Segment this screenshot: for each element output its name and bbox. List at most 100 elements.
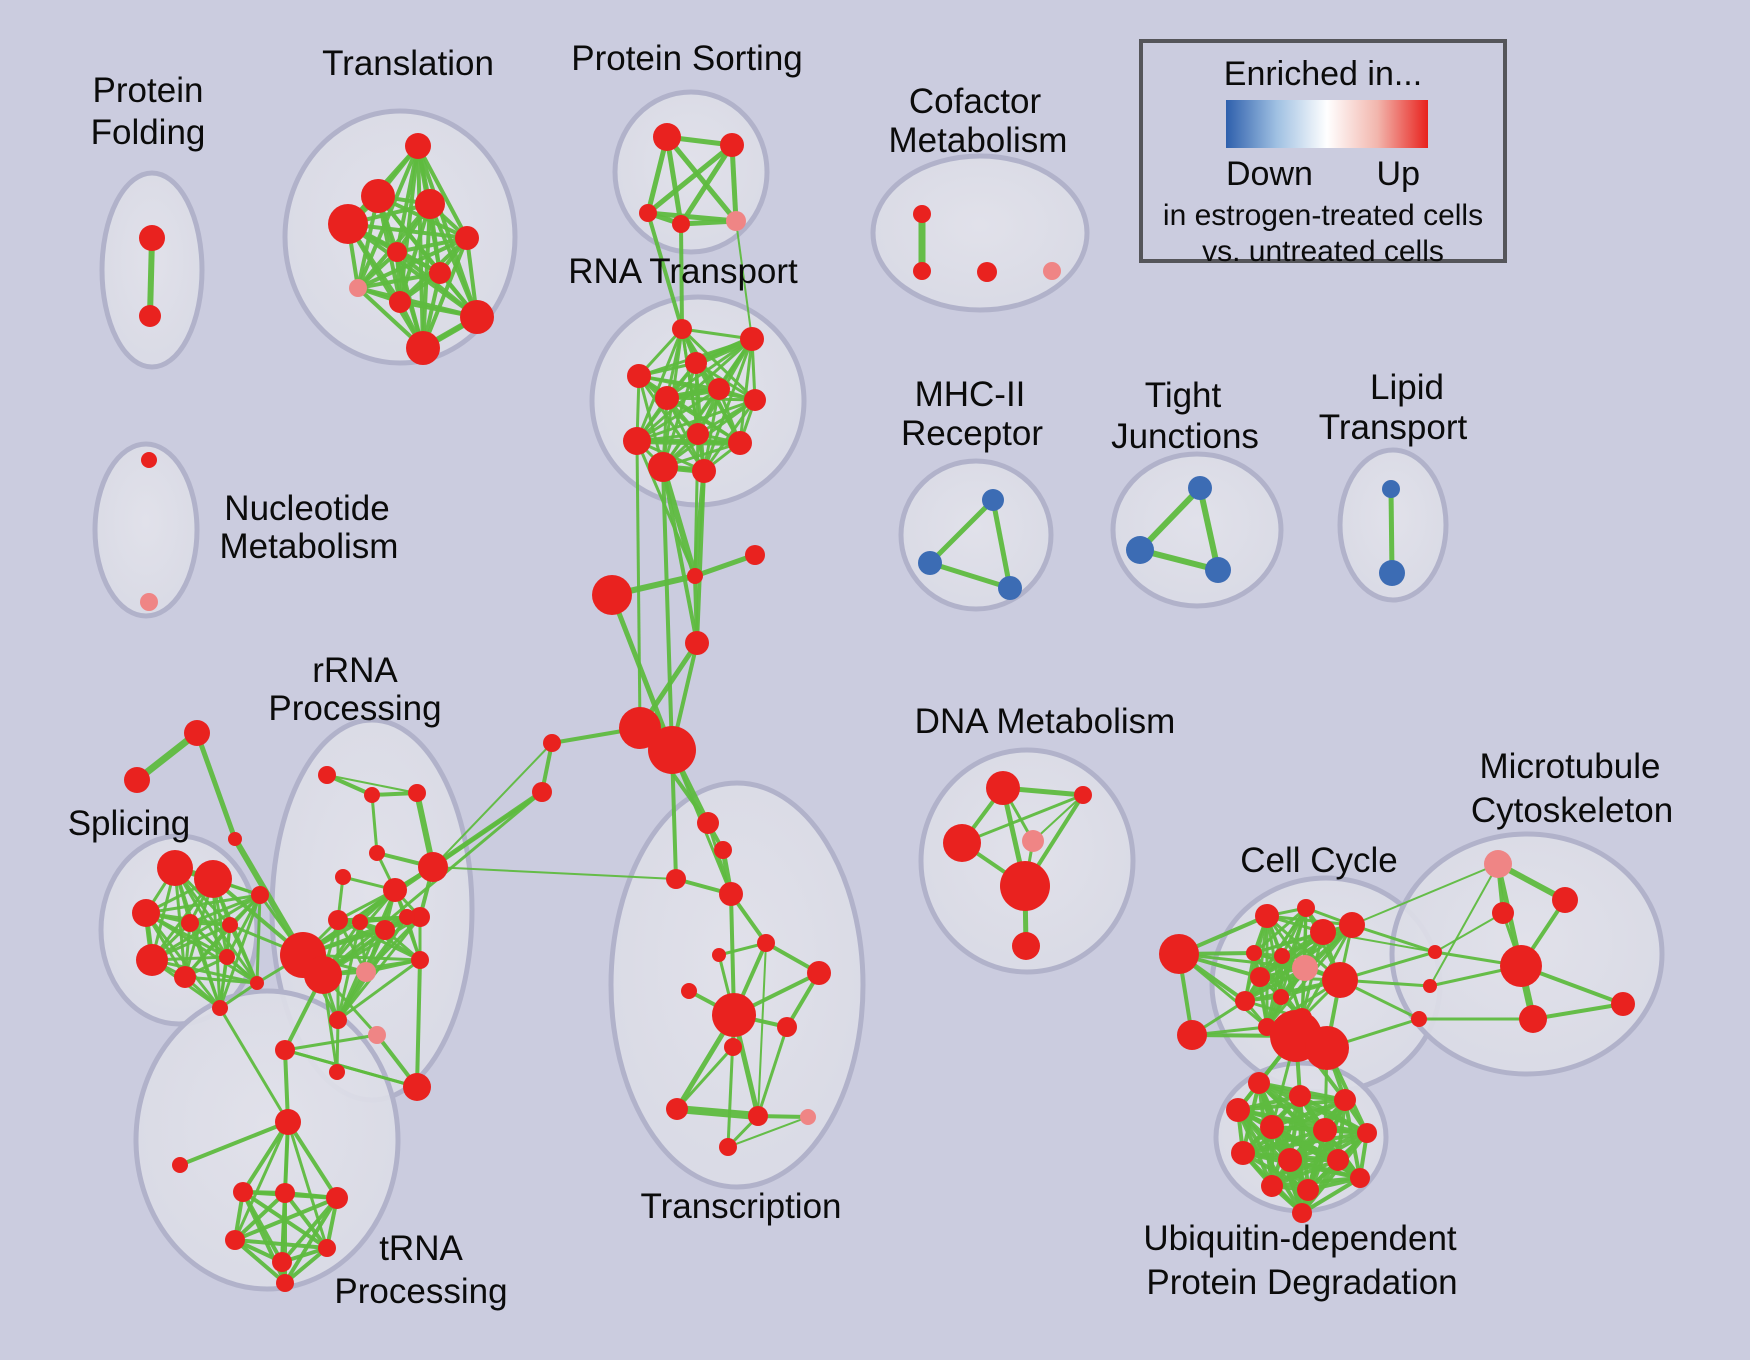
node-tl4[interactable] <box>328 204 368 244</box>
node-cc12[interactable] <box>1235 991 1255 1011</box>
node-cc3[interactable] <box>1255 904 1279 928</box>
node-rt3[interactable] <box>685 352 707 374</box>
node-mh2[interactable] <box>918 551 942 575</box>
node-rt2[interactable] <box>740 327 764 351</box>
node-tl2[interactable] <box>361 179 395 213</box>
node-cc5[interactable] <box>1310 919 1336 945</box>
node-tl11[interactable] <box>406 331 440 365</box>
node-cc1[interactable] <box>1159 934 1199 974</box>
node-st1[interactable] <box>184 720 210 746</box>
node-c7[interactable] <box>543 734 561 752</box>
node-tl7[interactable] <box>429 262 451 284</box>
node-ub9[interactable] <box>1278 1148 1302 1172</box>
node-tr15[interactable] <box>719 1138 737 1156</box>
node-mh1[interactable] <box>982 489 1004 511</box>
node-rt8[interactable] <box>687 423 709 445</box>
node-rr11[interactable] <box>375 920 395 940</box>
node-pf1[interactable] <box>139 225 165 251</box>
node-rr15[interactable] <box>368 1026 386 1044</box>
node-sp6[interactable] <box>136 944 168 976</box>
node-tl8[interactable] <box>349 279 367 297</box>
node-c3[interactable] <box>592 575 632 615</box>
node-sp8[interactable] <box>219 949 235 965</box>
node-dm3[interactable] <box>943 824 981 862</box>
node-ub8[interactable] <box>1231 1141 1255 1165</box>
node-sp10[interactable] <box>212 1000 228 1016</box>
node-mt5[interactable] <box>1519 1005 1547 1033</box>
node-nm1[interactable] <box>141 452 157 468</box>
node-sp4[interactable] <box>181 914 199 932</box>
node-tr8[interactable] <box>681 983 697 999</box>
node-ps4[interactable] <box>672 215 690 233</box>
node-rt11[interactable] <box>648 452 678 482</box>
node-tr3[interactable] <box>666 869 686 889</box>
node-sp7[interactable] <box>174 966 196 988</box>
node-mt6[interactable] <box>1611 992 1635 1016</box>
node-cc4[interactable] <box>1297 899 1315 917</box>
node-rt9[interactable] <box>623 427 651 455</box>
node-rr7[interactable] <box>383 878 407 902</box>
node-rr3[interactable] <box>408 784 426 802</box>
node-tl3[interactable] <box>415 189 445 219</box>
node-dm6[interactable] <box>1012 932 1040 960</box>
node-rr14[interactable] <box>356 962 376 982</box>
node-cn3[interactable] <box>1411 1011 1427 1027</box>
node-nm2[interactable] <box>140 593 158 611</box>
node-rr12[interactable] <box>399 909 415 925</box>
node-cc2[interactable] <box>1177 1020 1207 1050</box>
node-dm4[interactable] <box>1022 830 1044 852</box>
node-ub4[interactable] <box>1226 1098 1250 1122</box>
node-sp2[interactable] <box>194 860 232 898</box>
node-ub3[interactable] <box>1334 1089 1356 1111</box>
node-tl10[interactable] <box>460 300 494 334</box>
node-ps1[interactable] <box>653 123 681 151</box>
node-ps5[interactable] <box>726 211 746 231</box>
node-sp1[interactable] <box>157 850 193 886</box>
node-ub1[interactable] <box>1248 1072 1270 1094</box>
node-mh3[interactable] <box>998 576 1022 600</box>
node-sp11[interactable] <box>251 886 269 904</box>
node-tr2[interactable] <box>714 841 732 859</box>
node-u6[interactable] <box>225 1230 245 1250</box>
node-mt2[interactable] <box>1552 887 1578 913</box>
node-cc7[interactable] <box>1246 945 1262 961</box>
node-u4[interactable] <box>275 1183 295 1203</box>
node-tr1[interactable] <box>697 812 719 834</box>
node-dm5[interactable] <box>1000 861 1050 911</box>
node-tr11[interactable] <box>724 1038 742 1056</box>
node-rr17[interactable] <box>403 1073 431 1101</box>
node-sp3[interactable] <box>132 899 160 927</box>
node-c8[interactable] <box>532 782 552 802</box>
node-rt5[interactable] <box>708 378 730 400</box>
node-rt10[interactable] <box>728 431 752 455</box>
node-u8[interactable] <box>318 1239 336 1257</box>
node-ub2[interactable] <box>1289 1085 1311 1107</box>
node-rt12[interactable] <box>692 459 716 483</box>
node-u9[interactable] <box>276 1274 294 1292</box>
node-c4[interactable] <box>685 631 709 655</box>
node-rr16[interactable] <box>329 1011 347 1029</box>
node-dm1[interactable] <box>986 771 1020 805</box>
node-rr4[interactable] <box>369 845 385 861</box>
node-cm3[interactable] <box>977 262 997 282</box>
node-rr9[interactable] <box>328 910 348 930</box>
node-rt6[interactable] <box>655 386 679 410</box>
node-pf2[interactable] <box>139 305 161 327</box>
node-u2[interactable] <box>172 1157 188 1173</box>
node-tl1[interactable] <box>405 133 431 159</box>
node-tj3[interactable] <box>1205 557 1231 583</box>
node-u7[interactable] <box>272 1252 292 1272</box>
node-ub11[interactable] <box>1261 1175 1283 1197</box>
node-u5[interactable] <box>326 1187 348 1209</box>
node-st2[interactable] <box>124 767 150 793</box>
node-rr8[interactable] <box>410 907 430 927</box>
node-ub14[interactable] <box>1292 1203 1312 1223</box>
node-c6[interactable] <box>648 726 696 774</box>
node-cn2[interactable] <box>1423 979 1437 993</box>
node-c1[interactable] <box>687 568 703 584</box>
node-sp9[interactable] <box>250 976 264 990</box>
node-hub2[interactable] <box>304 956 342 994</box>
node-rr5[interactable] <box>418 852 448 882</box>
node-tr9[interactable] <box>712 993 756 1037</box>
node-dm2[interactable] <box>1074 786 1092 804</box>
